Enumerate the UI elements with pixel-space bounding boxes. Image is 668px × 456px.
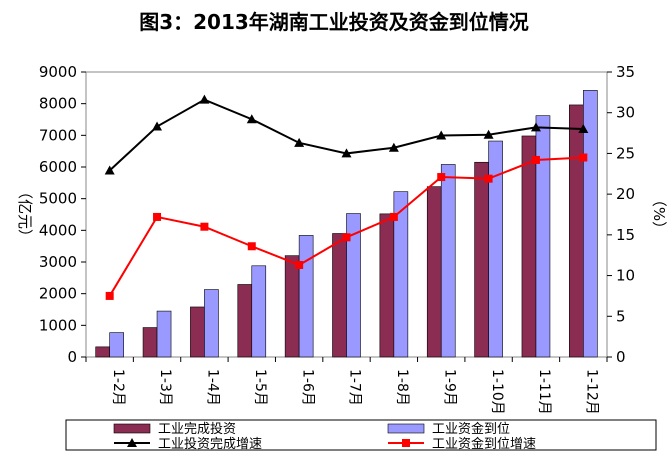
bar xyxy=(284,255,300,358)
x-tick-label: 1-3月 xyxy=(157,369,173,406)
y-left-tick-label: 3000 xyxy=(39,253,77,271)
bar xyxy=(569,104,584,358)
y-right-tick-label: 15 xyxy=(616,226,635,244)
point xyxy=(530,122,541,132)
series-line xyxy=(109,98,584,172)
point xyxy=(341,148,352,158)
bar xyxy=(535,115,551,358)
point xyxy=(200,222,209,231)
bar xyxy=(346,213,361,358)
y-left-tick-label: 7000 xyxy=(39,126,77,144)
y-left-tick-label: 5000 xyxy=(39,190,77,208)
legend-label: 工业投资完成增速 xyxy=(158,436,262,452)
y-left-tick-label: 8000 xyxy=(39,95,77,113)
x-tick-label: 1-4月 xyxy=(205,369,221,406)
bar xyxy=(95,346,110,358)
point xyxy=(105,291,114,300)
point xyxy=(152,121,163,131)
legend-marker xyxy=(402,439,410,447)
x-tick-label: 1-11月 xyxy=(536,369,552,415)
x-tick-label: 1-10月 xyxy=(489,369,505,415)
y-right-tick-label: 10 xyxy=(616,267,635,285)
legend-label: 工业资金到位 xyxy=(432,421,510,437)
bar xyxy=(251,265,267,358)
bar xyxy=(142,327,158,358)
bar xyxy=(426,186,442,358)
left-axis: 0 1000 2000 3000 4000 5000 6000 7000 8000 9000 xyxy=(39,63,86,366)
x-tick-label: 1-8月 xyxy=(394,369,410,406)
point xyxy=(247,242,256,251)
point xyxy=(295,260,304,269)
legend-swatch xyxy=(387,423,425,434)
y-axis-right-label: （%） xyxy=(650,192,668,236)
point xyxy=(389,212,398,221)
y-right-tick-label: 35 xyxy=(616,63,635,81)
y-left-tick-label: 1000 xyxy=(39,316,77,334)
legend-box xyxy=(65,419,657,451)
chart-title: 图3：2013年湖南工业投资及资金到位情况 xyxy=(139,10,529,34)
y-left-tick-label: 4000 xyxy=(39,221,77,239)
legend-swatch xyxy=(113,423,151,434)
bar xyxy=(109,332,124,358)
x-tick-label: 1-7月 xyxy=(347,369,363,406)
right-axis: 0 5 10 15 20 25 30 35 xyxy=(607,63,635,366)
y-left-tick-label: 0 xyxy=(67,348,77,366)
point xyxy=(246,114,257,124)
legend-marker xyxy=(127,438,137,447)
point xyxy=(342,233,351,242)
x-tick-label: 1-9月 xyxy=(441,369,457,406)
y-left-tick-label: 2000 xyxy=(39,285,77,303)
y-axis-left-label: （亿元） xyxy=(16,184,34,244)
legend-label: 工业完成投资 xyxy=(158,421,236,437)
point xyxy=(436,130,447,140)
bar xyxy=(521,135,537,358)
bar xyxy=(440,164,456,358)
point xyxy=(437,173,446,182)
x-tick-label: 1-6月 xyxy=(299,369,315,406)
legend-label: 工业资金到位增速 xyxy=(432,436,536,452)
bar xyxy=(474,161,489,358)
point xyxy=(153,212,162,221)
y-right-tick-label: 0 xyxy=(616,348,626,366)
y-right-tick-label: 5 xyxy=(616,307,626,325)
y-right-tick-label: 25 xyxy=(616,144,635,162)
x-tick-label: 1-5月 xyxy=(252,369,268,406)
point xyxy=(104,165,115,175)
line-series xyxy=(104,94,589,300)
point xyxy=(483,129,494,139)
x-tick-label: 1-12月 xyxy=(584,369,600,415)
point xyxy=(199,94,210,104)
y-left-tick-label: 6000 xyxy=(39,158,77,176)
bar xyxy=(190,306,205,358)
y-right-tick-label: 30 xyxy=(616,104,635,122)
bar xyxy=(379,213,395,358)
bar xyxy=(488,140,503,358)
x-tick-label: 1-2月 xyxy=(110,369,126,406)
bar xyxy=(332,233,347,358)
y-right-tick-label: 20 xyxy=(616,185,635,203)
point xyxy=(388,142,399,152)
bar xyxy=(237,284,253,358)
bar xyxy=(298,235,314,358)
point xyxy=(484,174,493,183)
bar xyxy=(393,191,409,358)
bar xyxy=(204,289,219,358)
point xyxy=(294,137,305,147)
bar xyxy=(156,310,172,358)
point xyxy=(578,124,589,133)
x-axis: 1-2月 1-3月 1-4月 1-5月 1-6月 1-7月 1-8月 1-9月 1-10月 1-1… xyxy=(85,357,608,415)
y-left-tick-label: 9000 xyxy=(39,63,77,81)
point xyxy=(579,153,588,162)
point xyxy=(531,155,540,164)
